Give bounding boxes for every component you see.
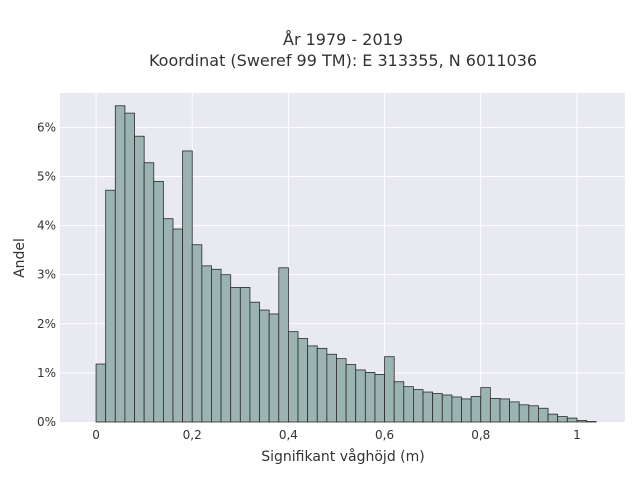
- y-tick-label: 2%: [37, 317, 56, 331]
- x-axis-title: Signifikant våghöjd (m): [261, 448, 424, 465]
- histogram-bar: [249, 301, 260, 423]
- histogram-bar: [384, 356, 395, 423]
- histogram-bar: [489, 398, 501, 423]
- histogram-bar: [134, 135, 145, 423]
- histogram-bar: [518, 404, 530, 423]
- histogram-bar: [182, 150, 193, 423]
- histogram-bar: [259, 309, 270, 423]
- histogram-bar: [403, 386, 414, 423]
- y-tick-label: 3%: [37, 268, 56, 282]
- y-tick-label: 6%: [37, 120, 56, 134]
- chart-title: År 1979 - 2019: [283, 30, 403, 49]
- histogram-bar: [153, 180, 164, 423]
- histogram-bar: [499, 398, 510, 423]
- histogram-bar: [432, 393, 443, 423]
- histogram-bar: [336, 358, 347, 423]
- histogram-bar: [239, 287, 251, 423]
- histogram-bar: [230, 287, 241, 423]
- x-tick-label: 0: [92, 428, 100, 442]
- histogram-bar: [201, 265, 212, 423]
- x-tick-label: 0,6: [375, 428, 394, 442]
- histogram-bar: [557, 416, 568, 423]
- histogram-bar: [374, 373, 385, 423]
- histogram-bar: [95, 363, 107, 423]
- y-tick-label: 4%: [37, 219, 56, 233]
- histogram-bar: [528, 405, 539, 423]
- histogram-bar: [114, 105, 126, 423]
- histogram-bar: [470, 396, 482, 423]
- histogram-bar: [211, 268, 222, 423]
- histogram-bar: [547, 413, 559, 423]
- histogram-bars: [95, 105, 597, 423]
- chart-subtitle: Koordinat (Sweref 99 TM): E 313355, N 60…: [149, 51, 537, 70]
- histogram-bar: [393, 381, 405, 423]
- histogram-bar: [576, 420, 587, 423]
- histogram-bar: [461, 398, 472, 423]
- histogram-bar: [566, 417, 578, 423]
- histogram-bar: [441, 394, 453, 423]
- histogram-bar: [364, 372, 376, 423]
- histogram-bar: [288, 331, 299, 423]
- x-axis-ticks: 0 0,2 0,4 0,6 0,8 1: [92, 428, 580, 442]
- histogram-bar: [297, 338, 309, 423]
- histogram-bar: [316, 347, 328, 423]
- x-tick-label: 0,8: [471, 428, 490, 442]
- y-axis-ticks: 0% 1% 2% 3% 4% 5% 6%: [37, 120, 56, 429]
- histogram-bar: [162, 218, 174, 423]
- histogram-bar: [105, 189, 116, 423]
- x-tick-label: 0,4: [279, 428, 298, 442]
- x-tick-label: 0,2: [183, 428, 202, 442]
- histogram-bar: [480, 387, 491, 423]
- x-tick-label: 1: [573, 428, 581, 442]
- histogram-bar: [538, 407, 549, 423]
- histogram-bar: [220, 274, 232, 423]
- histogram-bar: [268, 313, 280, 423]
- y-tick-label: 1%: [37, 366, 56, 380]
- histogram-bar: [345, 364, 357, 423]
- histogram-bar: [307, 345, 318, 423]
- histogram-bar: [143, 162, 155, 423]
- y-tick-label: 5%: [37, 169, 56, 183]
- histogram-bar: [278, 267, 289, 423]
- histogram-bar: [124, 112, 135, 423]
- histogram-bar: [509, 401, 520, 423]
- y-axis-title: Andel: [12, 238, 28, 278]
- histogram-bar: [413, 389, 424, 423]
- histogram-bar: [355, 369, 366, 423]
- histogram-bar: [451, 396, 462, 423]
- histogram-bar: [172, 228, 184, 423]
- histogram-bar: [326, 353, 337, 423]
- histogram-bar: [191, 244, 203, 423]
- y-tick-label: 0%: [37, 415, 56, 429]
- histogram-bar: [422, 391, 434, 423]
